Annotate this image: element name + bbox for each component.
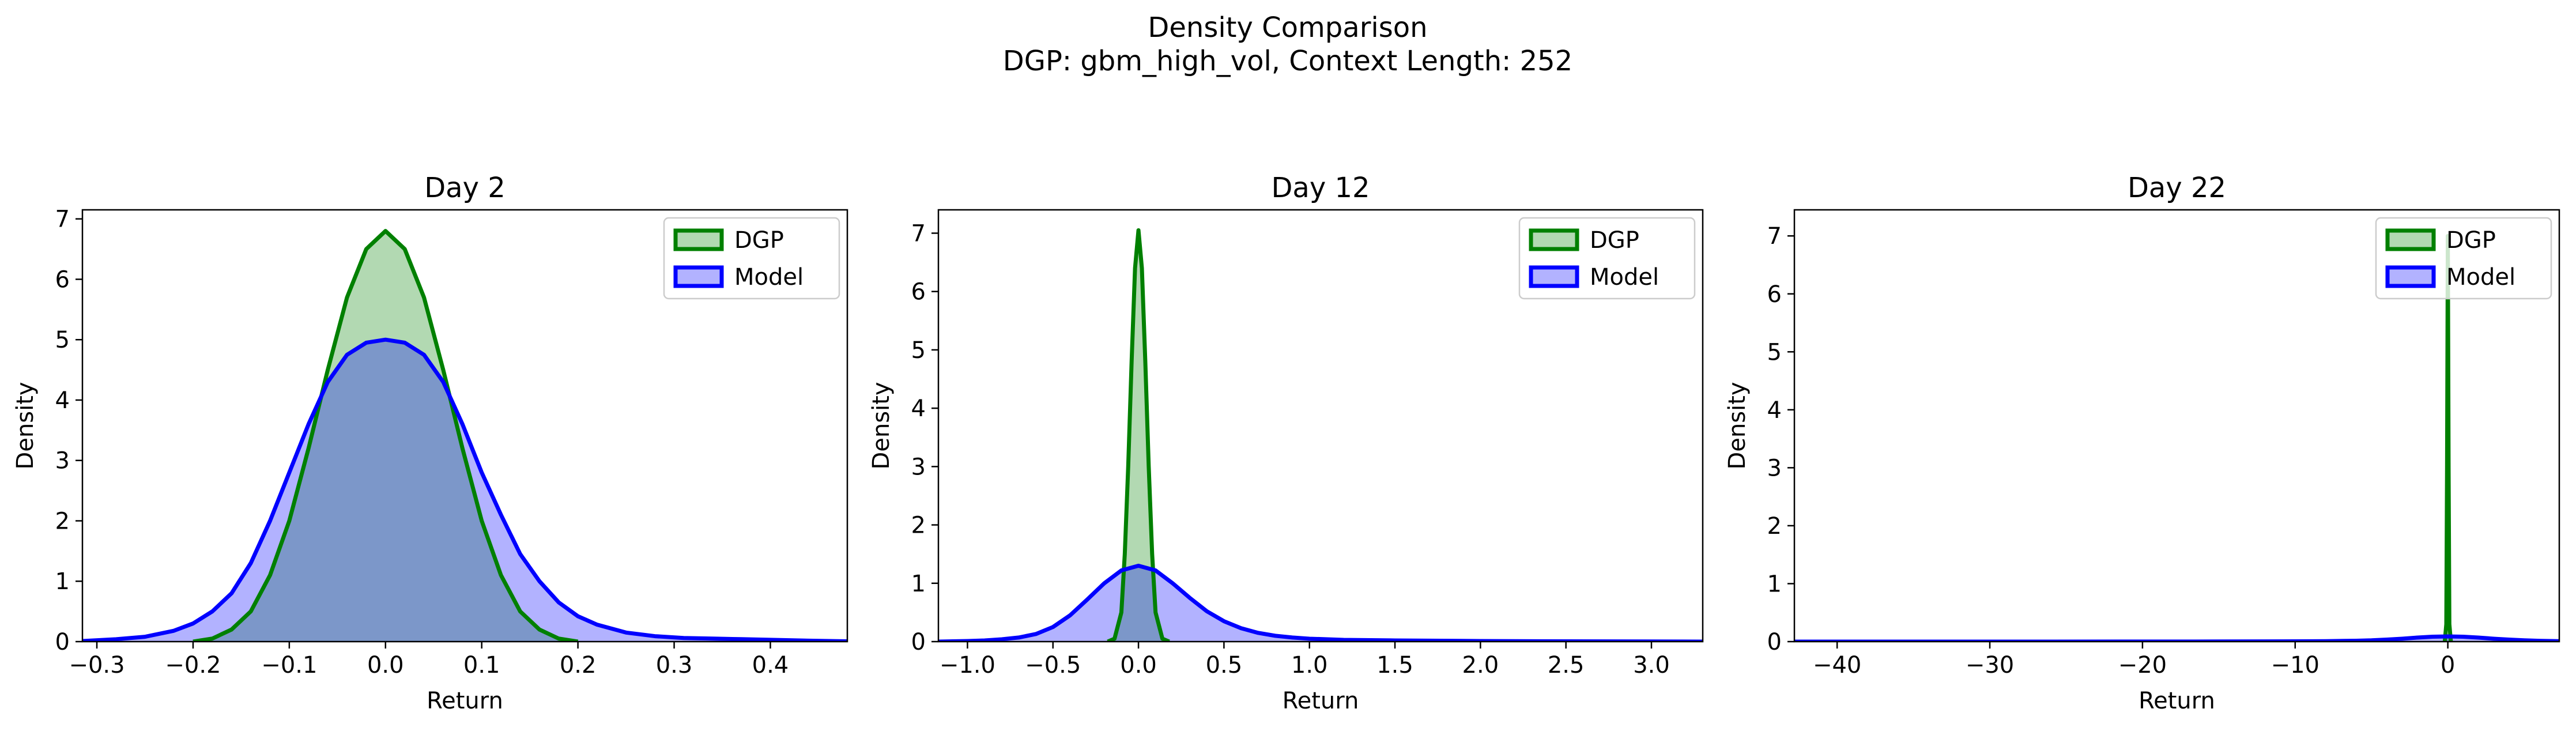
x-tick-label: 0.0 xyxy=(367,652,404,679)
x-tick-label: 0 xyxy=(2441,652,2455,679)
x-tick-label: −40 xyxy=(1813,652,1861,679)
x-tick-label: −1.0 xyxy=(940,652,995,679)
y-axis-label: Density xyxy=(1724,382,1751,469)
y-tick-label: 1 xyxy=(911,571,926,597)
legend-label-dgp: DGP xyxy=(2446,227,2496,254)
x-tick-label: −0.2 xyxy=(165,652,221,679)
subplot-title: Day 2 xyxy=(424,172,506,204)
x-tick-label: 0.5 xyxy=(1206,652,1243,679)
x-tick-label: 3.0 xyxy=(1633,652,1670,679)
legend-swatch-dgp xyxy=(2385,228,2436,251)
y-axis-label: Density xyxy=(12,382,39,469)
legend: DGP Model xyxy=(663,217,840,300)
y-tick-label: 6 xyxy=(55,266,70,293)
x-tick-label: 1.0 xyxy=(1291,652,1328,679)
y-tick-label: 7 xyxy=(911,220,926,247)
y-tick-label: 7 xyxy=(1767,223,1782,250)
y-tick-label: 6 xyxy=(1767,281,1782,308)
legend-label-model: Model xyxy=(2446,264,2515,291)
legend-label-dgp: DGP xyxy=(734,227,784,254)
legend-swatch-model xyxy=(2385,265,2436,288)
x-tick-label: −0.1 xyxy=(261,652,317,679)
subplot-3: −40 −30 −20 −10 0 0 1 2 3 4 5 6 7 Day 22 Return Density… xyxy=(1724,172,2560,714)
legend-swatch-model xyxy=(1529,265,1579,288)
legend: DGP Model xyxy=(2375,217,2552,300)
x-tick-label: 0.2 xyxy=(560,652,597,679)
legend-label-model: Model xyxy=(1590,264,1659,291)
y-tick-label: 3 xyxy=(1767,455,1782,481)
x-tick-label: −0.5 xyxy=(1025,652,1081,679)
y-tick-label: 7 xyxy=(55,206,70,233)
figure-subtitle: DGP: gbm_high_vol, Context Length: 252 xyxy=(1003,45,1572,77)
density-fill-model xyxy=(938,566,1703,642)
density-line-dgp xyxy=(1107,228,1170,642)
y-tick-label: 2 xyxy=(55,508,70,534)
y-axis-label: Density xyxy=(868,382,895,469)
density-line-dgp xyxy=(193,229,579,642)
subplots: −0.3 −0.2 −0.1 0.0 0.1 0.2 0.3 0.4 0 1 2 3 4 5 6 7 Day 2… xyxy=(12,172,2560,714)
y-tick-label: 5 xyxy=(1767,339,1782,365)
legend-label-model: Model xyxy=(734,264,804,291)
y-tick-label: 1 xyxy=(55,568,70,595)
x-axis-label: Return xyxy=(2139,688,2215,714)
legend-swatch-dgp xyxy=(1529,228,1579,251)
plot-area xyxy=(938,228,1703,642)
y-tick-label: 5 xyxy=(911,337,926,364)
y-tick-label: 3 xyxy=(55,448,70,474)
axes-frame xyxy=(81,209,848,643)
axes-frame xyxy=(1793,209,2560,643)
y-tick-label: 4 xyxy=(1767,397,1782,424)
legend-swatch-dgp xyxy=(673,228,724,251)
plot-area xyxy=(82,229,847,642)
subplot-title: Day 12 xyxy=(1271,172,1370,204)
y-tick-label: 4 xyxy=(911,395,926,422)
y-tick-label: 5 xyxy=(55,327,70,353)
density-fill-dgp xyxy=(1107,230,1170,642)
x-tick-label: −20 xyxy=(2118,652,2167,679)
y-tick-label: 0 xyxy=(911,629,926,655)
x-tick-label: 0.1 xyxy=(463,652,500,679)
x-tick-label: 0.3 xyxy=(656,652,693,679)
y-tick-label: 3 xyxy=(911,454,926,480)
x-tick-label: 0.4 xyxy=(752,652,789,679)
figure-title: Density Comparison xyxy=(1148,12,1427,44)
subplot-2: −1.0 −0.5 0.0 0.5 1.0 1.5 2.0 2.5 3.0 0 1 2 3 4 5 6 7 Day… xyxy=(868,172,1704,714)
x-tick-label: 2.5 xyxy=(1548,652,1585,679)
x-tick-label: −30 xyxy=(1966,652,2014,679)
y-tick-label: 2 xyxy=(1767,513,1782,540)
y-tick-label: 0 xyxy=(55,629,70,655)
density-fill-dgp xyxy=(193,231,578,642)
x-tick-label: 2.0 xyxy=(1462,652,1499,679)
x-tick-label: −10 xyxy=(2271,652,2319,679)
density-line-model xyxy=(938,563,1703,642)
y-tick-label: 6 xyxy=(911,279,926,306)
subplot-1: −0.3 −0.2 −0.1 0.0 0.1 0.2 0.3 0.4 0 1 2 3 4 5 6 7 Day 2… xyxy=(12,172,848,714)
axes-frame xyxy=(937,209,1704,643)
x-axis-label: Return xyxy=(1283,688,1359,714)
legend-swatch-model xyxy=(673,265,724,288)
y-tick-label: 4 xyxy=(55,387,70,414)
legend: DGP Model xyxy=(1518,217,1696,300)
density-line-model xyxy=(82,337,847,642)
subplot-title: Day 22 xyxy=(2128,172,2226,204)
legend-label-dgp: DGP xyxy=(1590,227,1639,254)
x-tick-label: 1.5 xyxy=(1376,652,1413,679)
y-tick-label: 2 xyxy=(911,512,926,539)
x-tick-label: −0.3 xyxy=(69,652,125,679)
y-tick-label: 1 xyxy=(1767,571,1782,597)
x-axis-label: Return xyxy=(427,688,503,714)
y-tick-label: 0 xyxy=(1767,629,1782,655)
x-tick-label: 0.0 xyxy=(1120,652,1157,679)
